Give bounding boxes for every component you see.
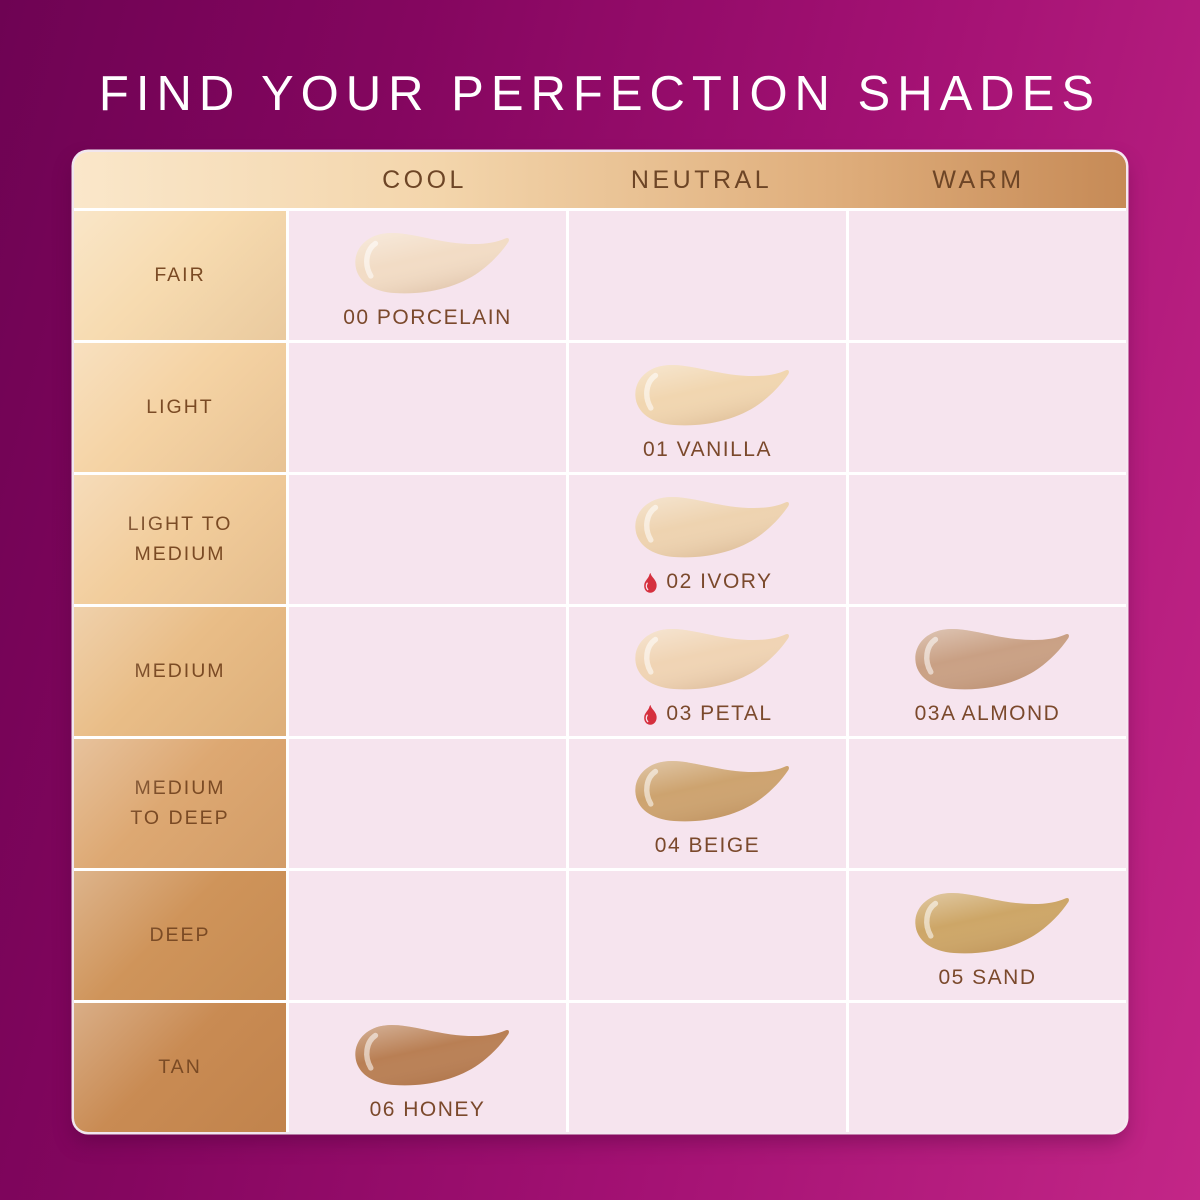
swatch-shine (354, 1025, 509, 1086)
cell-deep-cool (289, 871, 566, 1000)
cell-medium-cool (289, 607, 566, 736)
cell-light-warm (849, 343, 1126, 472)
swatch-highlight (643, 504, 658, 543)
shade-label-porcelain: 00 PORCELAIN (343, 306, 512, 330)
shade-table: COOL NEUTRAL WARM FAIR 00 PORCELAIN LIGH… (74, 152, 1126, 1132)
swatch-smear-honey (354, 1025, 509, 1086)
cell-medium-to-deep-neutral: 04 BEIGE (569, 739, 846, 868)
cell-medium-neutral: 03 PETAL (569, 607, 846, 736)
cell-light-to-medium-neutral: 02 IVORY (569, 475, 846, 604)
shade-name: 04 BEIGE (654, 834, 761, 857)
column-header-warm: WARM (932, 165, 1025, 194)
flame-body (644, 704, 658, 725)
cell-light-to-medium-cool (289, 475, 566, 604)
swatch-smear-beige (634, 761, 789, 822)
swatch-highlight (363, 240, 378, 279)
shade-name: 02 IVORY (666, 570, 773, 593)
swatch-smear-ivory (634, 497, 789, 558)
swatch-smear-petal (634, 629, 789, 690)
shade-label-almond: 03A ALMOND (915, 702, 1061, 726)
swatch-shine (914, 893, 1069, 954)
shade-label-honey: 06 HONEY (370, 1098, 486, 1122)
cell-deep-neutral (569, 871, 846, 1000)
swatch-shine (634, 761, 789, 822)
swatch-shine (914, 629, 1069, 690)
cell-tan-neutral (569, 1003, 846, 1132)
cell-light-neutral: 01 VANILLA (569, 343, 846, 472)
shade-grid: FAIR 00 PORCELAIN LIGHT (74, 211, 1126, 1132)
cell-tan-cool: 06 HONEY (289, 1003, 566, 1132)
column-header-cool: COOL (382, 165, 467, 194)
row-label-medium-to-deep: MEDIUM TO DEEP (74, 739, 286, 868)
header-spacer (74, 152, 286, 208)
cell-fair-neutral (569, 211, 846, 340)
swatch-smear-porcelain (354, 233, 509, 294)
shade-name: 05 SAND (938, 966, 1037, 989)
shade-label-vanilla: 01 VANILLA (643, 438, 772, 462)
swatch-highlight (643, 768, 658, 807)
swatch-shine (354, 233, 509, 294)
swatch-highlight (923, 636, 938, 675)
swatch-shine (634, 629, 789, 690)
cell-tan-warm (849, 1003, 1126, 1132)
swatch-highlight (923, 900, 938, 939)
shade-name: 03A ALMOND (914, 702, 1061, 725)
cell-medium-warm: 03A ALMOND (849, 607, 1126, 736)
swatch-shine (634, 497, 789, 558)
bestseller-flame-icon (644, 572, 658, 593)
cell-fair-cool: 00 PORCELAIN (289, 211, 566, 340)
cell-light-to-medium-warm (849, 475, 1126, 604)
swatch-highlight (643, 372, 658, 411)
cell-medium-to-deep-warm (849, 739, 1126, 868)
table-header-row: COOL NEUTRAL WARM (74, 152, 1126, 208)
swatch-highlight (643, 636, 658, 675)
row-label-deep: DEEP (74, 871, 286, 1000)
row-label-fair: FAIR (74, 211, 286, 340)
row-label-tan: TAN (74, 1003, 286, 1132)
flame-cut (646, 713, 649, 722)
shade-name: 01 VANILLA (642, 438, 772, 461)
shade-label-beige: 04 BEIGE (655, 834, 760, 858)
column-header-neutral: NEUTRAL (630, 165, 773, 194)
swatch-smear-sand (914, 893, 1069, 954)
flame-body (644, 572, 658, 593)
swatch-highlight (363, 1032, 378, 1071)
swatch-shine (634, 365, 789, 426)
cell-light-cool (289, 343, 566, 472)
flame-cut (646, 581, 649, 590)
shade-label-petal: 03 PETAL (642, 702, 772, 726)
shade-name: 00 PORCELAIN (343, 306, 512, 329)
shade-label-sand: 05 SAND (938, 966, 1036, 990)
bestseller-flame-icon (644, 704, 658, 725)
cell-fair-warm (849, 211, 1126, 340)
row-label-light-to-medium: LIGHT TO MEDIUM (74, 475, 286, 604)
page-title: FIND YOUR PERFECTION SHADES (98, 67, 1102, 121)
cell-deep-warm: 05 SAND (849, 871, 1126, 1000)
cell-medium-to-deep-cool (289, 739, 566, 868)
shade-label-ivory: 02 IVORY (642, 570, 772, 594)
swatch-smear-vanilla (634, 365, 789, 426)
shade-name: 06 HONEY (369, 1098, 486, 1121)
shade-name: 03 PETAL (666, 702, 773, 725)
row-label-medium: MEDIUM (74, 607, 286, 736)
swatch-smear-almond (914, 629, 1069, 690)
row-label-light: LIGHT (74, 343, 286, 472)
